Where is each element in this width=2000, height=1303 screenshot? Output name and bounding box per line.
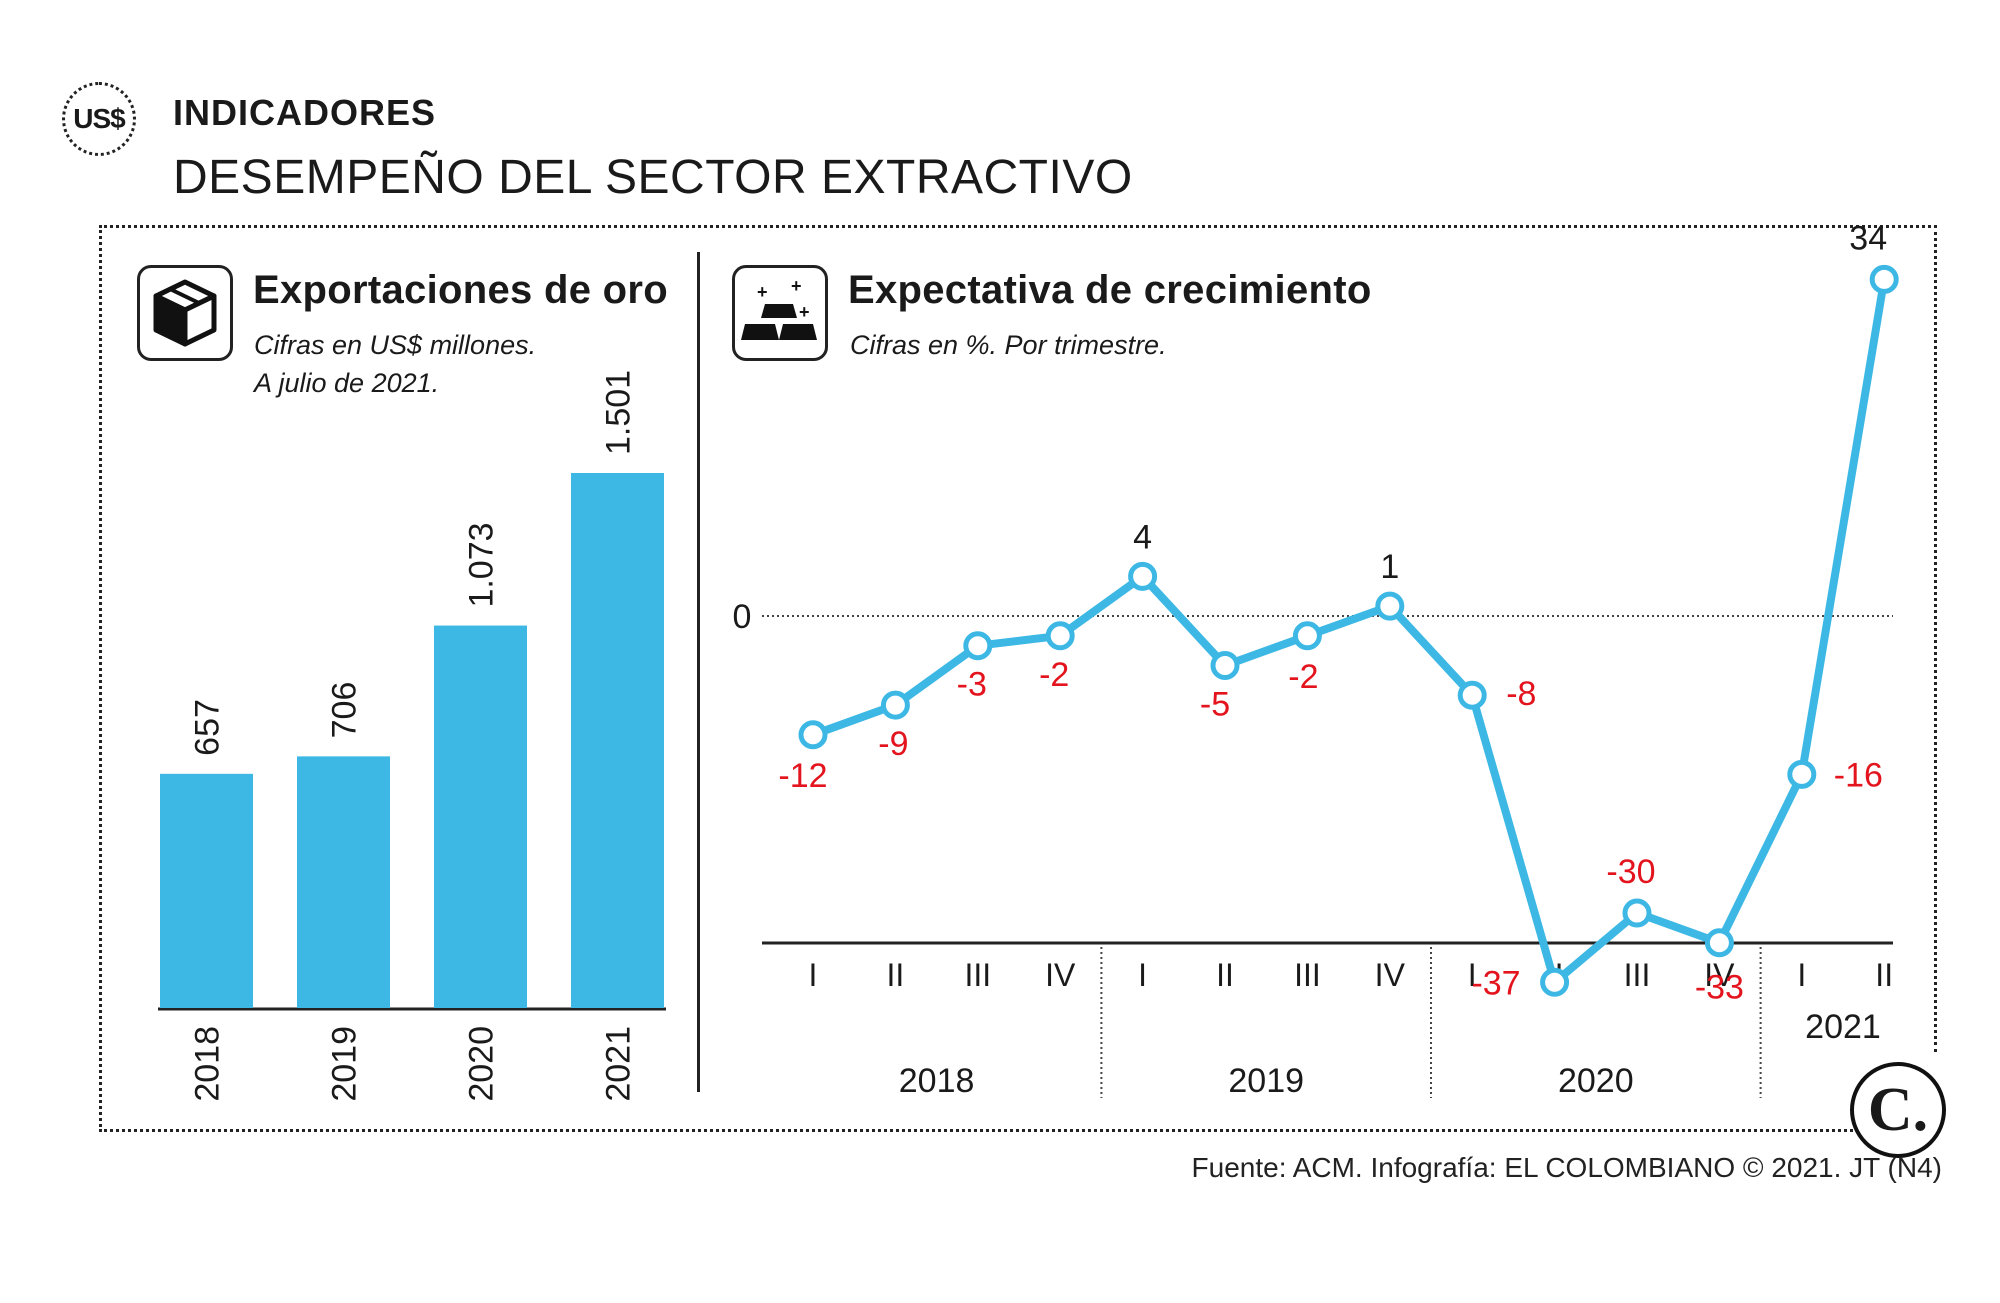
gold-exports-subtitle-2: A julio de 2021. <box>254 368 440 398</box>
growth-series-line <box>811 278 1889 987</box>
quarter-tick-label: II <box>1216 957 1234 993</box>
gold-bars-icon: + + + <box>732 265 828 361</box>
quarter-tick-label: III <box>1294 957 1321 993</box>
growth-value-label: -8 <box>1506 675 1536 713</box>
growth-subtitle: Cifras en %. Por trimestre. <box>850 330 1167 360</box>
growth-value-label: 4 <box>1133 518 1152 556</box>
growth-point <box>1622 898 1652 928</box>
growth-point <box>1045 621 1075 651</box>
growth-value-label: -2 <box>1288 658 1318 696</box>
quarter-tick-label: I <box>809 957 818 993</box>
zero-line-label: 0 <box>733 598 752 636</box>
gold-exports-bar-chart: 657 2018 706 2019 1.073 2020 1.501 2021 <box>158 370 666 1102</box>
growth-point <box>798 720 828 750</box>
growth-value-label: -30 <box>1606 853 1655 891</box>
quarter-tick-label: II <box>1875 957 1893 993</box>
bar-category-label: 2020 <box>463 1026 501 1102</box>
bar-value-label: 657 <box>189 699 227 756</box>
bar-value-label: 706 <box>326 682 364 739</box>
growth-point <box>1292 621 1322 651</box>
el-colombiano-logo: C. <box>1850 1062 1946 1158</box>
growth-value-label: 34 <box>1849 219 1887 257</box>
quarter-tick-label: I <box>1797 957 1806 993</box>
gold-exports-title: Exportaciones de oro <box>253 268 668 312</box>
bar <box>571 473 664 1008</box>
quarter-tick-label: II <box>887 957 905 993</box>
box-icon <box>137 265 233 361</box>
svg-text:+: + <box>791 276 802 296</box>
bar-category-label: 2018 <box>189 1026 227 1102</box>
quarter-tick-label: IV <box>1375 957 1406 993</box>
growth-value-label: -9 <box>878 725 908 763</box>
bar-value-label: 1.073 <box>463 522 501 607</box>
growth-value-label: -33 <box>1695 969 1744 1007</box>
page-title: DESEMPEÑO DEL SECTOR EXTRACTIVO <box>173 151 1133 204</box>
svg-text:+: + <box>757 282 768 302</box>
growth-title: Expectativa de crecimiento <box>848 268 1372 312</box>
growth-value-label: -5 <box>1200 686 1230 724</box>
bar <box>434 625 527 1008</box>
quarter-tick-label: III <box>1624 957 1651 993</box>
growth-point <box>963 631 993 661</box>
growth-point <box>1375 591 1405 621</box>
content-frame-right-edge <box>1934 225 1937 1052</box>
year-group-label: 2019 <box>1228 1062 1304 1100</box>
panel-divider <box>697 252 700 1092</box>
growth-value-label: -3 <box>957 666 987 704</box>
growth-point <box>1787 759 1817 789</box>
bar-category-label: 2019 <box>326 1026 364 1102</box>
growth-value-label: -16 <box>1834 756 1883 794</box>
bar-category-label: 2021 <box>600 1026 638 1102</box>
quarter-tick-label: I <box>1468 957 1477 993</box>
growth-point <box>1128 561 1158 591</box>
currency-badge-icon: US$ <box>62 82 136 156</box>
source-note: Fuente: ACM. Infografía: EL COLOMBIANO ©… <box>1191 1152 1942 1183</box>
growth-point <box>1540 967 1570 997</box>
bar <box>160 773 253 1008</box>
year-group-label: 2018 <box>899 1062 975 1100</box>
growth-point <box>880 690 910 720</box>
content-frame <box>99 225 1937 1132</box>
growth-point <box>1210 651 1240 680</box>
growth-value-label: -12 <box>778 757 827 795</box>
growth-value-label: -2 <box>1039 656 1069 694</box>
quarter-tick-label: IV <box>1704 957 1735 993</box>
growth-value-label: 1 <box>1380 548 1399 586</box>
svg-text:+: + <box>799 302 810 322</box>
quarter-tick-label: IV <box>1045 957 1076 993</box>
quarter-tick-label: I <box>1138 957 1147 993</box>
section-kicker: INDICADORES <box>173 92 437 133</box>
year-group-label: 2020 <box>1558 1062 1634 1100</box>
growth-point <box>1704 928 1734 958</box>
growth-value-label: -37 <box>1471 964 1520 1002</box>
quarter-tick-label: III <box>964 957 991 993</box>
gold-exports-subtitle-1: Cifras en US$ millones. <box>254 330 537 360</box>
bar-value-label: 1.501 <box>600 370 638 455</box>
growth-point <box>1457 680 1487 710</box>
growth-line-chart: 0IIIIIIIVIIIIIIIVIIIIIIIVIII201820192020… <box>733 219 1899 1100</box>
growth-point <box>1869 264 1899 294</box>
year-group-label: 2021 <box>1805 1008 1881 1046</box>
bar <box>297 756 390 1008</box>
